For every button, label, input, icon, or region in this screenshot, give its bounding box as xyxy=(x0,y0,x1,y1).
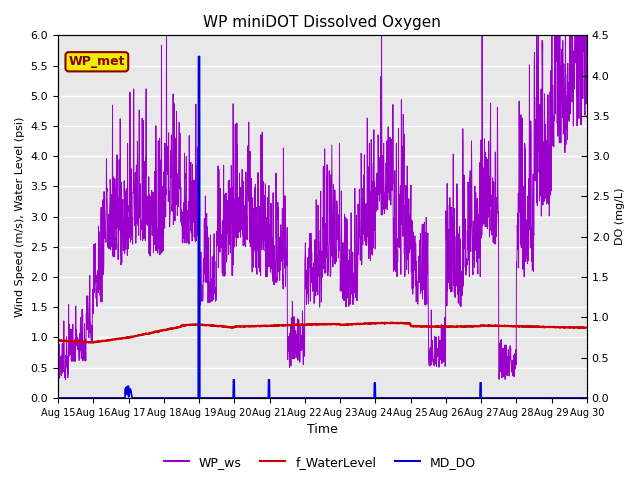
Title: WP miniDOT Dissolved Oxygen: WP miniDOT Dissolved Oxygen xyxy=(204,15,442,30)
MD_DO xyxy=(195,54,202,60)
f_WaterLevel xyxy=(471,323,479,329)
f_WaterLevel xyxy=(568,324,575,330)
WP_ws xyxy=(61,377,69,383)
f_WaterLevel xyxy=(387,320,395,325)
Line: f_WaterLevel: f_WaterLevel xyxy=(58,323,587,343)
MD_DO xyxy=(568,395,575,401)
Y-axis label: Wind Speed (m/s), Water Level (psi): Wind Speed (m/s), Water Level (psi) xyxy=(15,117,25,317)
f_WaterLevel xyxy=(298,322,305,328)
WP_ws xyxy=(312,264,319,270)
Line: WP_ws: WP_ws xyxy=(58,36,587,380)
MD_DO xyxy=(312,395,319,401)
X-axis label: Time: Time xyxy=(307,423,338,436)
f_WaterLevel xyxy=(568,324,576,330)
f_WaterLevel xyxy=(87,340,95,346)
Line: MD_DO: MD_DO xyxy=(58,57,587,398)
WP_ws xyxy=(378,33,385,38)
WP_ws xyxy=(54,373,62,379)
MD_DO xyxy=(298,395,305,401)
WP_ws xyxy=(568,99,576,105)
MD_DO xyxy=(81,395,89,401)
WP_ws xyxy=(583,33,591,38)
WP_ws xyxy=(81,336,89,342)
MD_DO xyxy=(568,395,575,401)
Text: WP_met: WP_met xyxy=(68,55,125,68)
f_WaterLevel xyxy=(583,324,591,330)
Legend: WP_ws, f_WaterLevel, MD_DO: WP_ws, f_WaterLevel, MD_DO xyxy=(159,451,481,474)
MD_DO xyxy=(54,395,62,401)
WP_ws xyxy=(298,348,305,353)
WP_ws xyxy=(568,78,575,84)
WP_ws xyxy=(471,183,479,189)
f_WaterLevel xyxy=(81,339,89,345)
MD_DO xyxy=(471,395,479,401)
MD_DO xyxy=(583,395,591,401)
f_WaterLevel xyxy=(54,338,62,344)
Y-axis label: DO (mg/L): DO (mg/L) xyxy=(615,188,625,245)
f_WaterLevel xyxy=(312,322,319,327)
